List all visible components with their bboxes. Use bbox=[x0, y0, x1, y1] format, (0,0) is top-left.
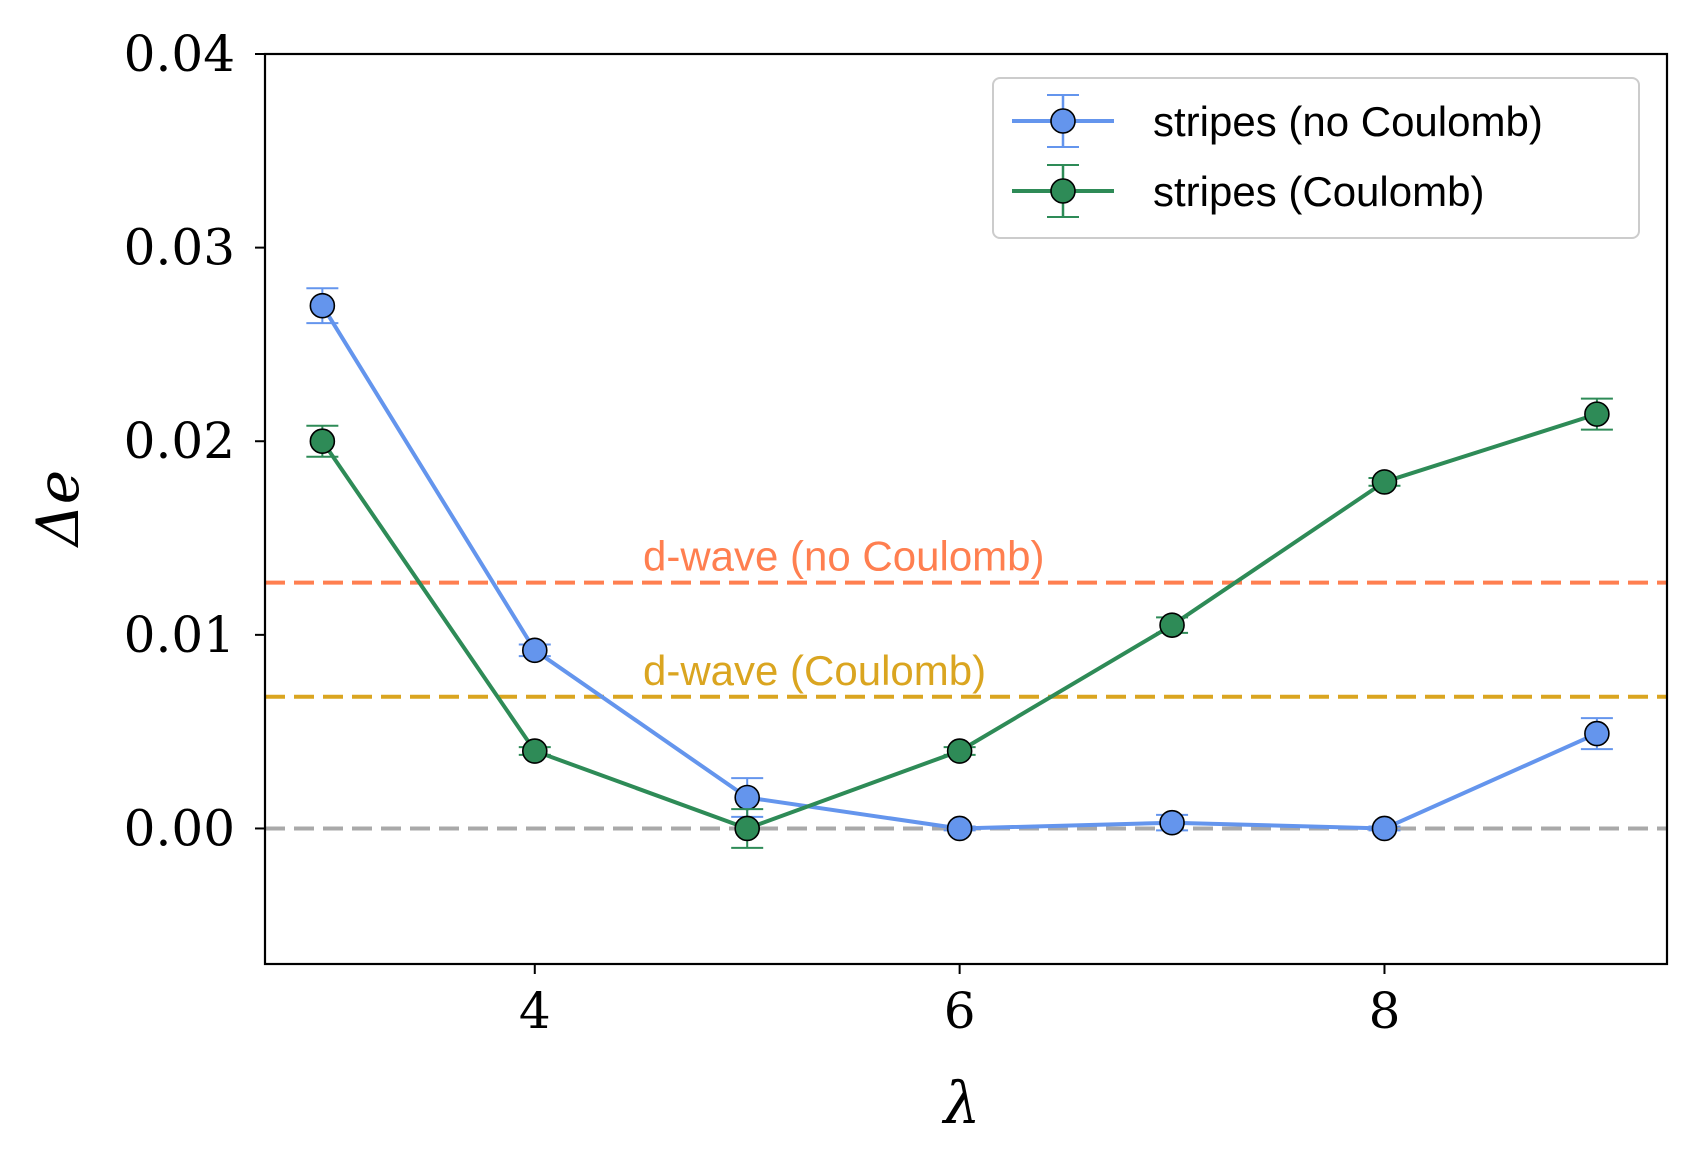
data-point bbox=[946, 738, 973, 764]
series-group bbox=[306, 397, 1613, 849]
legend-swatch-marker bbox=[1050, 108, 1076, 134]
data-point bbox=[1584, 401, 1610, 427]
x-tick-label: 6 bbox=[944, 982, 976, 1040]
reference-line-label: d-wave (Coulomb) bbox=[643, 647, 986, 694]
data-point bbox=[734, 815, 761, 842]
legend-label: stripes (Coulomb) bbox=[1153, 168, 1484, 215]
y-axis-title: Δe bbox=[24, 470, 92, 548]
y-tick-label: 0.04 bbox=[124, 25, 235, 83]
legend: stripes (no Coulomb) stripes (Coulomb) bbox=[992, 77, 1640, 239]
plot-frame bbox=[263, 52, 1669, 966]
y-tick-label: 0.01 bbox=[124, 606, 235, 664]
legend-swatch-marker bbox=[1050, 178, 1076, 204]
data-point bbox=[521, 637, 548, 664]
y-tick-label: 0.00 bbox=[124, 799, 235, 857]
data-point bbox=[1371, 815, 1398, 842]
data-point bbox=[521, 738, 548, 764]
series-group bbox=[306, 287, 1613, 842]
legend-entry: stripes (Coulomb) bbox=[1012, 164, 1484, 218]
data-point bbox=[309, 428, 336, 455]
data-point bbox=[1159, 612, 1185, 638]
reference-line-label: d-wave (no Coulomb) bbox=[643, 533, 1045, 580]
x-tick-label: 4 bbox=[519, 982, 551, 1040]
series-layer bbox=[306, 287, 1613, 849]
legend-box bbox=[992, 77, 1640, 239]
data-point bbox=[1584, 720, 1610, 747]
y-tick-label: 0.02 bbox=[124, 412, 235, 470]
x-axis-title: λ bbox=[942, 1069, 981, 1137]
y-axis: 0.00 0.01 0.02 0.03 0.04 bbox=[124, 25, 265, 857]
data-point bbox=[946, 815, 973, 842]
legend-entry: stripes (no Coulomb) bbox=[1012, 94, 1543, 148]
data-point bbox=[1159, 809, 1185, 836]
x-tick-label: 8 bbox=[1369, 982, 1401, 1040]
data-point bbox=[309, 292, 336, 319]
x-axis: 4 6 8 bbox=[519, 964, 1401, 1040]
legend-label: stripes (no Coulomb) bbox=[1153, 98, 1543, 145]
y-tick-label: 0.03 bbox=[124, 219, 235, 277]
data-point bbox=[1371, 469, 1398, 495]
annotations: d-wave (no Coulomb) d-wave (Coulomb) bbox=[643, 533, 1045, 694]
data-point bbox=[734, 784, 761, 811]
